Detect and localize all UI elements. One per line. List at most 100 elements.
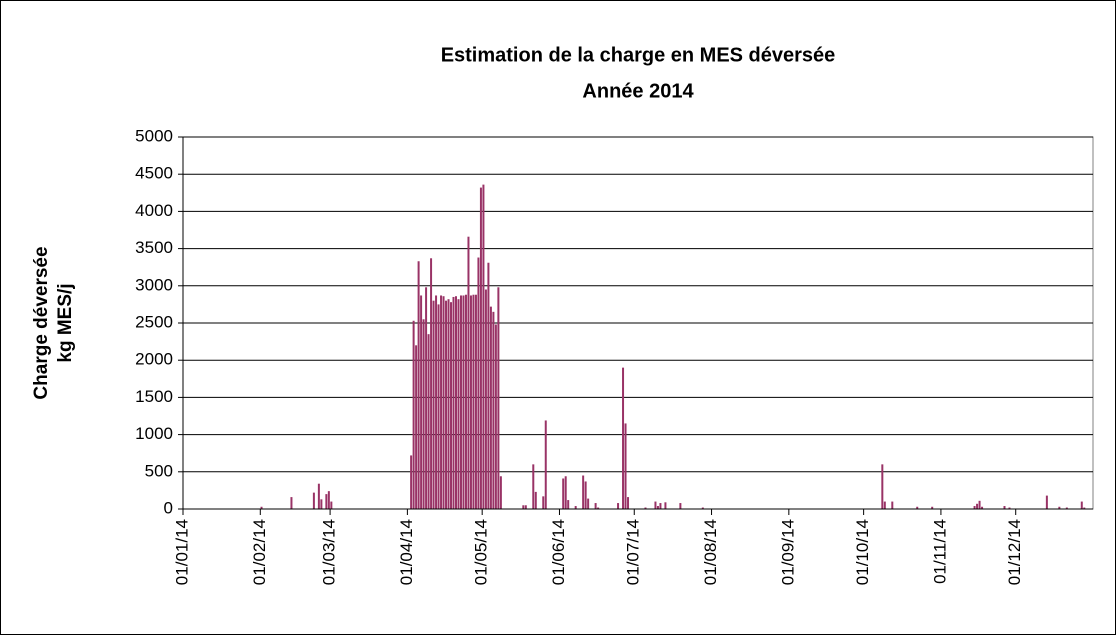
- bar: [891, 501, 894, 509]
- bar: [644, 507, 647, 509]
- bar: [459, 295, 462, 509]
- bar: [654, 501, 657, 509]
- bar: [330, 501, 333, 509]
- bar: [469, 295, 472, 509]
- chart-subtitle: Année 2014: [582, 80, 694, 102]
- x-tick-label: 01/06/14: [549, 519, 568, 585]
- bar: [417, 261, 420, 509]
- y-axis-title: kg MES/j: [55, 283, 76, 362]
- bar: [327, 491, 330, 509]
- bar: [474, 294, 477, 509]
- bar: [584, 481, 587, 509]
- bar: [978, 500, 981, 509]
- bar: [544, 420, 547, 509]
- bar: [532, 464, 535, 509]
- bar: [320, 499, 323, 509]
- bar: [260, 506, 263, 509]
- bar: [522, 505, 525, 509]
- bar: [472, 294, 475, 509]
- y-tick-label: 1500: [135, 387, 173, 406]
- bar: [452, 296, 455, 509]
- bar: [624, 423, 627, 509]
- bar: [427, 334, 430, 509]
- bar: [1083, 507, 1086, 509]
- bar: [467, 236, 470, 510]
- bar: [499, 476, 502, 509]
- bar: [479, 187, 482, 510]
- chart-title: Estimation de la charge en MES déversée: [441, 44, 836, 66]
- y-tick-label: 500: [145, 461, 173, 480]
- bar: [437, 304, 440, 509]
- bar: [487, 262, 490, 509]
- bar: [617, 503, 620, 509]
- bar: [1008, 507, 1011, 509]
- x-tick-label: 01/07/14: [624, 519, 643, 585]
- bar: [290, 497, 293, 509]
- y-tick-label: 4500: [135, 164, 173, 183]
- bar: [325, 494, 328, 509]
- x-tick-label: 01/03/14: [320, 519, 339, 585]
- x-tick-label: 01/08/14: [701, 519, 720, 585]
- bar: [582, 475, 585, 509]
- bar: [477, 257, 480, 509]
- y-tick-label: 3500: [135, 238, 173, 257]
- bar: [659, 503, 662, 509]
- bar: [1045, 495, 1048, 509]
- bar: [567, 500, 570, 509]
- bar: [973, 506, 976, 509]
- bar: [597, 507, 600, 509]
- y-tick-label: 2500: [135, 312, 173, 331]
- y-tick-label: 5000: [135, 126, 173, 145]
- bar: [415, 345, 418, 509]
- y-tick-label: 1000: [135, 424, 173, 443]
- bar: [312, 492, 315, 509]
- bar: [435, 295, 438, 509]
- x-tick-label: 01/09/14: [778, 519, 797, 585]
- bar: [534, 491, 537, 509]
- bar: [1065, 507, 1068, 509]
- y-tick-label: 2000: [135, 350, 173, 369]
- bar: [412, 320, 415, 509]
- bar: [679, 503, 682, 509]
- bar: [701, 507, 704, 509]
- bar: [916, 506, 919, 509]
- bar: [562, 478, 565, 509]
- bar: [542, 496, 545, 509]
- x-tick-label: 01/01/14: [172, 519, 191, 585]
- bar: [450, 302, 453, 509]
- bar: [524, 505, 527, 509]
- bar: [981, 506, 984, 509]
- bar: [883, 501, 886, 509]
- bar: [497, 287, 500, 509]
- bar: [455, 296, 457, 509]
- bar: [430, 258, 433, 509]
- bar: [494, 324, 497, 509]
- bar: [587, 498, 590, 509]
- bar: [420, 295, 423, 509]
- bar: [1080, 501, 1083, 509]
- y-axis-title: Charge déversée: [31, 246, 52, 399]
- bar: [482, 184, 485, 509]
- bar: [422, 319, 425, 509]
- bar: [664, 502, 667, 509]
- bar: [622, 367, 625, 509]
- bar: [656, 506, 659, 509]
- bar: [425, 287, 428, 509]
- bar: [489, 306, 492, 509]
- y-tick-label: 4000: [135, 201, 173, 220]
- bar: [492, 311, 495, 509]
- bar: [564, 476, 567, 509]
- bar: [457, 299, 460, 509]
- bar: [931, 506, 934, 509]
- bar: [976, 503, 979, 509]
- x-tick-label: 01/05/14: [472, 519, 491, 585]
- bar: [410, 455, 413, 509]
- y-tick-label: 0: [164, 498, 173, 517]
- bar: [627, 497, 630, 509]
- bar: [594, 503, 597, 509]
- y-tick-label: 3000: [135, 275, 173, 294]
- bar: [445, 300, 448, 509]
- x-tick-label: 01/10/14: [853, 519, 872, 585]
- bar: [881, 464, 884, 509]
